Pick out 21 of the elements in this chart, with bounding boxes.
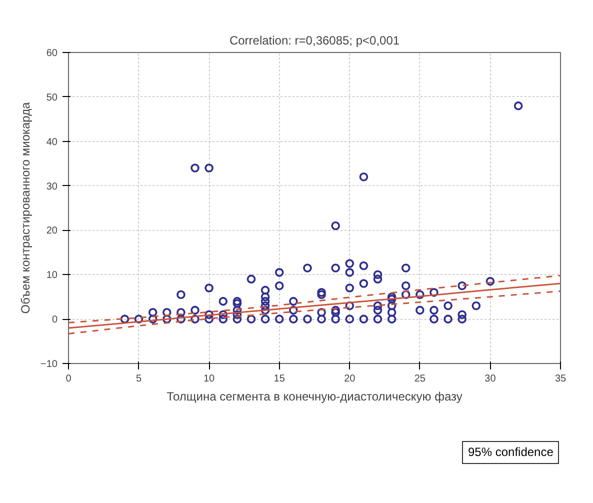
x-tick-label: 5 <box>136 374 142 384</box>
y-tick-label: 20 <box>46 226 58 237</box>
x-tick-label: 0 <box>66 374 72 384</box>
x-tick-label: 15 <box>274 374 286 384</box>
y-tick-label: 50 <box>46 92 58 104</box>
y-tick-label: −10 <box>40 359 58 370</box>
line-series <box>68 290 560 334</box>
y-tick-label: 10 <box>46 270 58 282</box>
x-tick-label: 25 <box>414 374 426 384</box>
y-tick-label: 30 <box>46 181 58 192</box>
x-tick-label: 35 <box>554 374 566 384</box>
x-axis-title: Толщина сегмента в конечную-диастолическую фазу <box>166 390 462 404</box>
y-tick-label: 60 <box>46 48 58 59</box>
x-tick-label: 20 <box>344 374 356 384</box>
y-tick-label: 40 <box>46 136 58 148</box>
y-tick-label: 0 <box>52 314 58 326</box>
text: 95% confidence <box>462 441 560 464</box>
chart-title: Correlation: r=0,36085; p<0,001 <box>229 34 400 48</box>
x-tick-label: 10 <box>204 374 216 384</box>
x-tick-label: 30 <box>484 374 496 384</box>
y-axis-title: Объем контрастированного миокарда <box>18 102 33 314</box>
